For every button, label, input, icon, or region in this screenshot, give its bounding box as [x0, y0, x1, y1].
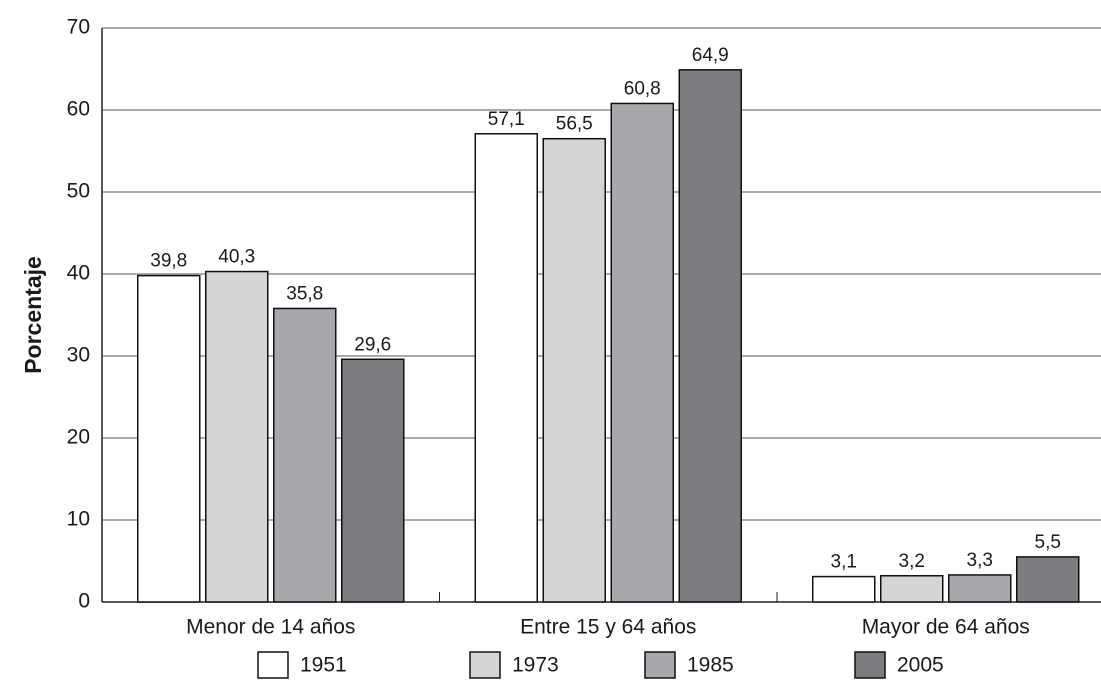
bar	[273, 307, 337, 603]
legend-swatch	[854, 651, 886, 679]
legend-swatch	[469, 651, 501, 679]
value-label: 40,3	[218, 247, 255, 268]
y-tick-label: 40	[67, 262, 90, 285]
value-label: 60,8	[624, 78, 661, 99]
y-axis-label: Porcentaje	[20, 256, 46, 374]
value-label: 35,8	[286, 283, 323, 304]
y-tick-label: 30	[67, 344, 90, 367]
x-tick-label: Entre 15 y 64 años	[520, 616, 696, 639]
legend-label: 1951	[300, 654, 347, 677]
value-label: 3,3	[967, 550, 993, 571]
y-tick-label: 0	[78, 590, 90, 613]
y-tick-label: 10	[67, 508, 90, 531]
legend-swatch	[644, 651, 676, 679]
bar	[948, 574, 1012, 603]
y-tick-label: 50	[67, 180, 90, 203]
value-label: 3,1	[831, 552, 857, 573]
value-label: 56,5	[556, 114, 593, 135]
bar	[610, 102, 674, 603]
bar	[474, 133, 538, 603]
legend-label: 1973	[512, 654, 559, 677]
y-tick-label: 70	[67, 16, 90, 39]
bar	[205, 270, 269, 603]
y-tick-label: 60	[67, 98, 90, 121]
bar	[678, 69, 742, 603]
x-tick-label: Menor de 14 años	[186, 616, 355, 639]
legend-label: 1985	[687, 654, 734, 677]
bar	[812, 575, 876, 603]
bar	[137, 274, 201, 603]
value-label: 29,6	[354, 334, 391, 355]
value-label: 57,1	[488, 109, 525, 130]
bar	[880, 575, 944, 603]
bar	[542, 137, 606, 603]
legend-label: 2005	[897, 654, 944, 677]
value-label: 64,9	[692, 45, 729, 66]
value-label: 39,8	[150, 251, 187, 272]
value-label: 5,5	[1035, 532, 1061, 553]
value-label: 3,2	[899, 551, 925, 572]
bar	[341, 358, 405, 603]
y-tick-label: 20	[67, 426, 90, 449]
x-tick-label: Mayor de 64 años	[862, 616, 1030, 639]
bar	[1016, 556, 1080, 603]
legend-swatch	[257, 651, 289, 679]
